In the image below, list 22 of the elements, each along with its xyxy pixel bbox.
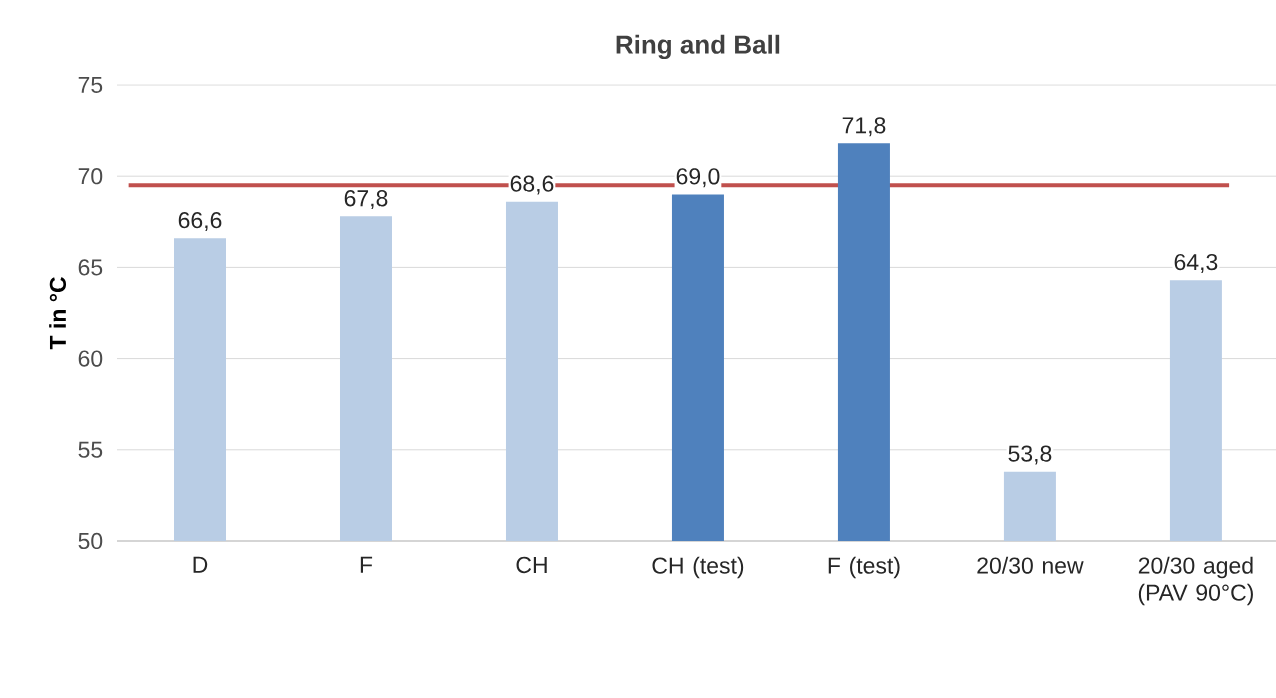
data-label: 66,6 [178, 212, 222, 232]
y-axis-title: T in °C [49, 277, 67, 350]
x-tick-label: F (test) [828, 556, 900, 579]
x-tick-label: F [360, 556, 373, 573]
data-label: 68,6 [510, 175, 554, 195]
y-tick-label: 65 [78, 259, 103, 276]
data-label: 71,8 [842, 117, 886, 137]
data-label: 64,3 [1174, 253, 1218, 273]
data-label: 69,0 [676, 168, 720, 188]
x-tick-label: CH [516, 556, 547, 574]
x-tick-label: 20/30 aged (PAV 90°C) [1138, 556, 1253, 606]
y-tick-label: 70 [78, 168, 103, 185]
data-label: 53,8 [1008, 445, 1052, 465]
y-tick-label: 55 [78, 441, 103, 458]
chart-title: Ring and Ball [616, 34, 780, 60]
x-tick-label: 20/30 new [977, 556, 1084, 574]
x-tick-label: D [193, 556, 208, 573]
x-tick-label: CH (test) [652, 556, 744, 579]
y-tick-label: 50 [78, 532, 103, 550]
y-tick-label: 60 [78, 350, 103, 367]
y-tick-label: 75 [78, 76, 103, 94]
data-label: 67,8 [344, 190, 388, 210]
